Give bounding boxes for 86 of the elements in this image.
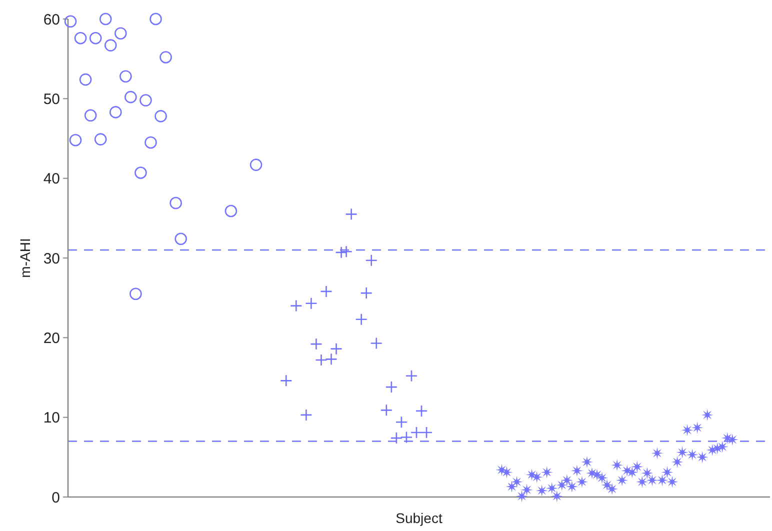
point — [681, 424, 694, 436]
point — [144, 136, 157, 149]
point — [315, 354, 328, 366]
point — [550, 490, 563, 502]
point — [506, 480, 518, 493]
point — [611, 459, 624, 472]
point — [94, 133, 107, 146]
y-tick-label: 20 — [43, 330, 60, 347]
point — [114, 27, 127, 40]
point — [170, 196, 182, 210]
point — [410, 426, 423, 439]
point — [380, 404, 393, 416]
point — [536, 484, 548, 497]
point — [69, 134, 82, 146]
point — [415, 404, 428, 418]
point — [120, 70, 132, 83]
point — [641, 467, 654, 480]
point — [671, 456, 684, 468]
point — [560, 474, 573, 486]
point — [656, 474, 668, 486]
point — [520, 484, 533, 496]
point — [174, 232, 187, 246]
point — [580, 456, 593, 468]
point — [591, 468, 604, 481]
point — [510, 476, 523, 488]
point — [576, 476, 588, 488]
y-tick-label: 50 — [43, 90, 60, 108]
point — [250, 158, 262, 171]
y-tick-label: 60 — [43, 11, 60, 28]
x-axis-title: Subject — [396, 510, 442, 526]
point — [701, 408, 714, 421]
point — [160, 51, 172, 64]
point — [64, 15, 77, 28]
point — [596, 472, 608, 484]
point — [360, 286, 372, 300]
point — [646, 474, 658, 486]
point — [516, 490, 528, 502]
y-tick-label: 40 — [43, 170, 60, 188]
point — [310, 338, 322, 350]
point — [546, 482, 558, 494]
point — [130, 288, 142, 300]
point — [666, 476, 678, 488]
point — [651, 447, 664, 460]
point — [556, 479, 568, 492]
point — [691, 422, 704, 434]
point — [540, 466, 553, 478]
y-tick-label: 30 — [43, 250, 60, 268]
point — [99, 12, 112, 26]
point — [606, 483, 618, 496]
point — [390, 432, 403, 444]
point — [84, 109, 97, 122]
point — [696, 451, 708, 464]
point — [109, 106, 122, 118]
point — [661, 466, 674, 478]
point — [395, 416, 408, 428]
point — [385, 380, 398, 394]
point — [134, 166, 147, 179]
point — [150, 12, 162, 26]
point — [601, 479, 614, 492]
point — [79, 73, 92, 86]
point — [224, 204, 238, 218]
point — [616, 474, 628, 486]
y-tick-label: 10 — [43, 410, 60, 427]
point — [370, 337, 383, 350]
point — [124, 90, 137, 104]
point — [300, 408, 312, 422]
point — [570, 464, 583, 477]
point — [89, 32, 102, 44]
point — [320, 285, 332, 298]
point — [400, 431, 413, 444]
point — [686, 448, 698, 461]
y-axis-title: m-AHI — [17, 238, 33, 278]
point — [140, 94, 152, 106]
point — [74, 32, 87, 44]
point — [500, 466, 513, 478]
y-tick-label: 0 — [52, 489, 60, 506]
point — [631, 460, 644, 473]
point — [676, 446, 688, 458]
point — [104, 39, 117, 52]
point — [154, 110, 167, 122]
point — [280, 374, 292, 387]
point — [405, 370, 418, 382]
point — [566, 480, 578, 493]
point — [530, 471, 543, 484]
point — [420, 426, 433, 439]
point — [636, 476, 648, 488]
